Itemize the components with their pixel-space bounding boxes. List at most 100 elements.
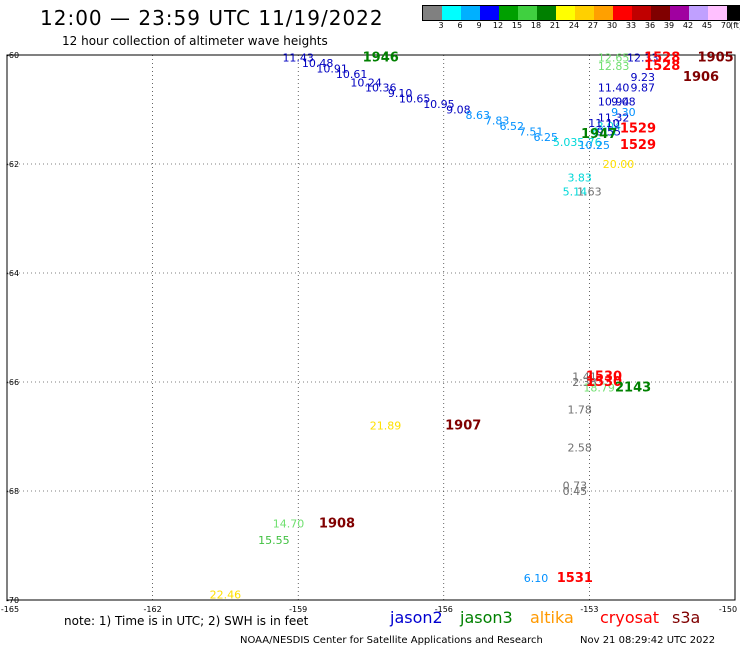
legend-swatch [613, 6, 632, 20]
wave-height-label: 9.08 [446, 104, 471, 117]
pass-time-label: 1529 [620, 122, 656, 137]
pass-time-label: 1907 [445, 419, 481, 434]
legend-label: 33 [625, 21, 637, 30]
pass-time-label: 1947 [581, 127, 617, 142]
legend-swatch [499, 6, 518, 20]
wave-height-label: 7.83 [485, 114, 510, 127]
legend-swatch [575, 6, 594, 20]
wave-height-label: 10.94 [598, 95, 630, 108]
x-tick-label: -162 [144, 605, 162, 614]
credit-text: NOAA/NESDIS Center for Satellite Applica… [240, 635, 543, 646]
wave-height-label: 15.55 [258, 534, 290, 547]
wave-height-label: 9.30 [611, 106, 636, 119]
wave-height-label: 18.79 [583, 381, 615, 394]
wave-height-label: 11.43 [282, 52, 314, 65]
legend-label: 3 [438, 21, 444, 30]
wave-height-label: 11.10 [588, 117, 620, 130]
pass-time-label: 1528 [644, 51, 680, 66]
legend-label: 45 [701, 21, 713, 30]
mission-altika: altika [530, 608, 574, 627]
wave-height-label: 10.65 [399, 93, 431, 106]
legend-unit: (ft) [730, 21, 740, 30]
wave-height-label: 5.76 [577, 136, 602, 149]
legend-label: 9 [476, 21, 482, 30]
legend-swatch [423, 6, 442, 20]
footer-note: note: 1) Time is in UTC; 2) SWH is in fe… [64, 614, 309, 628]
wave-height-label: 20.00 [603, 158, 635, 171]
y-tick-label: -64 [6, 269, 19, 278]
pass-time-label: 1908 [319, 517, 355, 532]
pass-time-label: 2143 [615, 380, 651, 395]
wave-height-label: 3.83 [567, 172, 592, 185]
wave-height-label: 10.48 [302, 57, 334, 70]
wave-height-label: 8.63 [466, 109, 491, 122]
color-legend-labels: 3 6 9 12 15 18 21 24 27 30 33 36 39 42 45 70 [422, 21, 740, 33]
x-tick-label: -156 [435, 605, 453, 614]
x-tick-label: -165 [1, 605, 19, 614]
wave-height-label: 10.24 [350, 76, 382, 89]
legend-swatch [651, 6, 670, 20]
legend-swatch [632, 6, 651, 20]
wave-height-label: 21.89 [370, 420, 402, 433]
legend-swatch [556, 6, 575, 20]
pass-time-label: 1906 [683, 70, 719, 85]
wave-height-label: 6.10 [524, 572, 549, 585]
wave-height-label: 12.83 [598, 60, 630, 73]
y-tick-label: -70 [6, 596, 19, 605]
pass-time-label: 1529 [620, 138, 656, 153]
y-tick-label: -60 [6, 51, 19, 60]
wave-height-label: 12.33 [627, 52, 659, 65]
wave-height-label: 9.87 [631, 82, 656, 95]
wave-height-label: 0.45 [563, 485, 588, 498]
legend-swatch [689, 6, 708, 20]
x-tick-label: -153 [580, 605, 598, 614]
y-tick-label: -62 [6, 160, 19, 169]
legend-label: 12 [492, 21, 504, 30]
wave-height-label: 9.23 [631, 71, 656, 84]
wave-height-label: 14.70 [273, 518, 305, 531]
plot-frame [6, 54, 736, 601]
legend-swatch [670, 6, 689, 20]
wave-height-label: 3.04 [597, 120, 622, 133]
legend-swatch [727, 6, 740, 20]
legend-label: 24 [568, 21, 580, 30]
mission-cryosat: cryosat [600, 608, 660, 627]
wave-height-label: 9.10 [388, 87, 413, 100]
wave-height-label: 6.13 [592, 125, 617, 138]
legend-label: 21 [549, 21, 561, 30]
wave-height-label: 6.52 [499, 120, 524, 133]
legend-label: 6 [457, 21, 463, 30]
color-legend [422, 5, 740, 21]
mission-jason3: jason3 [460, 608, 513, 627]
wave-height-label: 12.65 [598, 52, 630, 65]
legend-swatch [480, 6, 499, 20]
wave-height-label: 0.73 [563, 480, 588, 493]
wave-height-label: 11.40 [598, 82, 630, 95]
legend-label: 42 [682, 21, 694, 30]
mission-jason2: jason2 [390, 608, 443, 627]
wave-height-label: 10.36 [365, 82, 397, 95]
legend-swatch [518, 6, 537, 20]
wave-height-label: 9.08 [611, 95, 636, 108]
wave-height-label: 2.38 [572, 376, 597, 389]
legend-swatch [594, 6, 613, 20]
wave-height-label: 22.46 [210, 589, 242, 602]
wave-height-label: 10.95 [423, 98, 455, 111]
legend-label: 39 [663, 21, 675, 30]
mission-s3a: s3a [672, 608, 701, 627]
legend-swatch [537, 6, 556, 20]
pass-time-label: 1528 [644, 59, 680, 74]
wave-height-label: 10.91 [316, 63, 348, 76]
wave-height-label: 6.25 [533, 131, 558, 144]
wave-height-label: 1.63 [577, 185, 602, 198]
wave-height-label: 1.78 [567, 403, 592, 416]
wave-height-label: 7.51 [519, 125, 544, 138]
wave-height-label: 2.58 [567, 441, 592, 454]
generated-timestamp: Nov 21 08:29:42 UTC 2022 [580, 635, 716, 646]
wave-height-label: 10.61 [336, 68, 368, 81]
y-tick-label: -66 [6, 378, 19, 387]
chart-subtitle: 12 hour collection of altimeter wave hei… [62, 34, 328, 48]
wave-height-label: 10.25 [579, 139, 611, 152]
pass-time-label: 1905 [697, 51, 733, 66]
x-tick-label: -159 [289, 605, 307, 614]
